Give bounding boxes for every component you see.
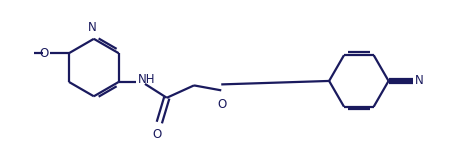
Text: O: O	[152, 128, 162, 141]
Text: O: O	[218, 98, 227, 111]
Text: N: N	[88, 21, 97, 34]
Text: O: O	[39, 47, 48, 60]
Text: N: N	[415, 74, 424, 87]
Text: NH: NH	[138, 74, 155, 86]
